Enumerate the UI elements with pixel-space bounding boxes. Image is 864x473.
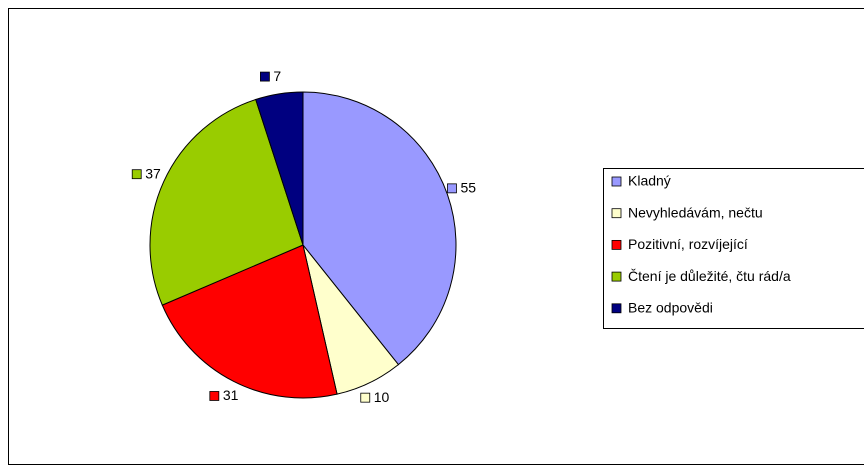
legend-swatch xyxy=(611,239,622,250)
label-swatch xyxy=(447,183,457,194)
data-label: 37 xyxy=(145,165,161,181)
legend-swatch xyxy=(611,208,622,219)
label-swatch xyxy=(209,391,220,401)
legend-box xyxy=(603,168,864,329)
data-label: 7 xyxy=(273,68,281,84)
legend-swatch xyxy=(611,303,622,314)
legend-label: Nevyhledávám, nečtu xyxy=(628,204,763,220)
pie-slice xyxy=(302,91,457,366)
label-swatch xyxy=(260,71,270,82)
legend-label: Kladný xyxy=(628,173,671,189)
data-label: 55 xyxy=(460,180,476,196)
label-swatch xyxy=(360,392,371,403)
pie-slice xyxy=(149,98,304,306)
legend-swatch xyxy=(611,271,622,282)
pie-slice xyxy=(255,91,304,246)
data-label: 31 xyxy=(223,387,239,403)
legend-label: Pozitivní, rozvíjející xyxy=(628,236,748,252)
data-label: 10 xyxy=(374,389,390,405)
legend-label: Bez odpovědi xyxy=(628,300,713,316)
label-swatch xyxy=(131,169,142,180)
legend-label: Čtení je důležité, čtu rád/a xyxy=(628,268,791,284)
pie-slice xyxy=(161,244,338,399)
legend-swatch xyxy=(611,176,622,187)
